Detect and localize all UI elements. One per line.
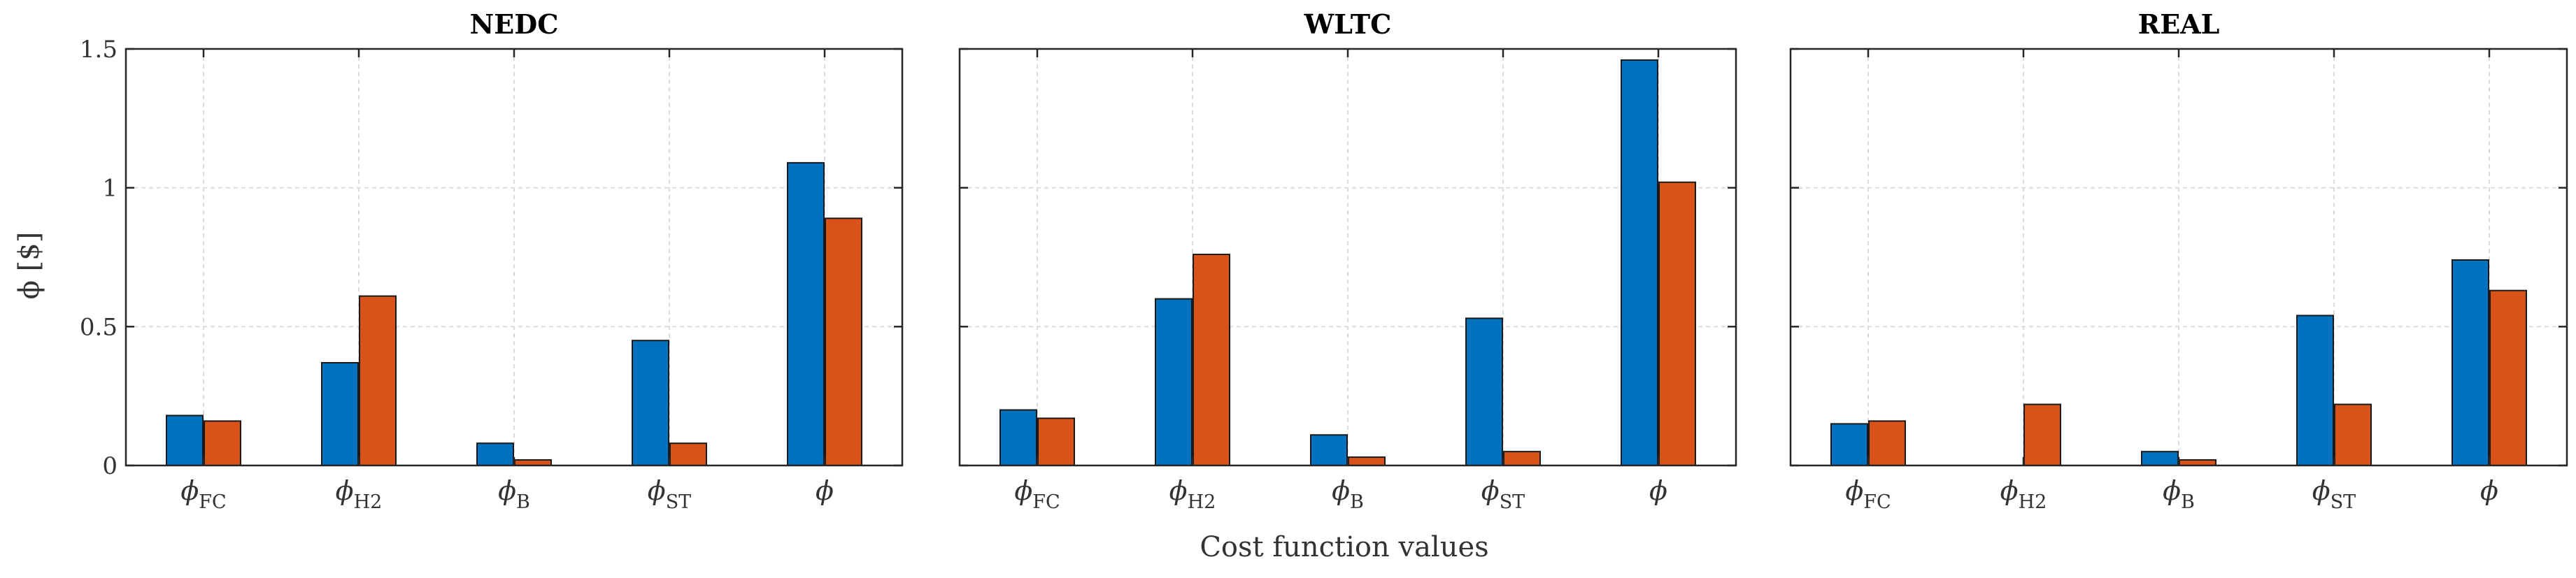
bar-real-s1-c4 xyxy=(2296,315,2334,466)
x-tick-label: ϕH2 xyxy=(336,475,383,513)
bar-nedc-s1-c5 xyxy=(787,161,825,466)
panel-real: ϕFC ϕH2 ϕB ϕST ϕ REAL xyxy=(1789,8,2568,513)
bar-wltc-s2-c3 xyxy=(1348,456,1386,467)
x-tick-label: ϕST xyxy=(2312,475,2356,513)
bar-real-s2-c4 xyxy=(2334,403,2372,466)
panel-nedc: 0 0.5 1 1.5 ϕFC ϕH2 ϕB ϕST ϕ NEDC xyxy=(80,8,904,513)
x-tick-label: ϕST xyxy=(1481,475,1525,513)
bar-wltc-s2-c2 xyxy=(1193,254,1230,466)
x-tick-label: ϕH2 xyxy=(1169,475,1216,513)
bar-nedc-s1-c4 xyxy=(632,340,669,467)
y-axis-label: ϕ [$] xyxy=(13,232,45,300)
x-tick-label: ϕFC xyxy=(1845,475,1891,513)
bar-wltc-s1-c4 xyxy=(1465,317,1503,466)
x-tick-label: ϕ xyxy=(816,475,834,506)
bar-nedc-s2-c5 xyxy=(825,217,862,466)
bar-real-s2-c1 xyxy=(1868,420,1906,467)
x-tick-label: ϕST xyxy=(648,475,691,513)
bar-real-s2-c2 xyxy=(2023,403,2061,466)
bar-wltc-s1-c1 xyxy=(999,409,1037,466)
x-tick-label: ϕB xyxy=(1332,475,1364,513)
x-tick-label: ϕ xyxy=(1649,475,1667,506)
bar-real-s1-c3 xyxy=(2141,451,2179,467)
bar-nedc-s1-c1 xyxy=(166,414,204,466)
bar-nedc-s1-c2 xyxy=(321,361,359,467)
bar-wltc-s2-c4 xyxy=(1503,451,1541,467)
x-tick-label: ϕH2 xyxy=(2000,475,2047,513)
x-tick-label: ϕB xyxy=(498,475,530,513)
y-tick-label: 0.5 xyxy=(80,313,118,341)
bar-wltc-s2-c5 xyxy=(1658,181,1696,466)
y-tick-label: 1.5 xyxy=(80,36,118,64)
bar-real-s1-c5 xyxy=(2452,259,2489,466)
bar-nedc-s2-c1 xyxy=(204,420,241,467)
panels: 0 0.5 1 1.5 ϕFC ϕH2 ϕB ϕST ϕ NEDC ϕFC ϕH2 ϕB ϕST ϕ WLTC… xyxy=(80,8,2568,513)
y-tick-label: 0 xyxy=(102,452,118,480)
bar-real-s2-c5 xyxy=(2489,289,2527,466)
panel-title: REAL xyxy=(2138,8,2220,40)
panel-title: NEDC xyxy=(470,8,559,40)
bar-real-s1-c1 xyxy=(1830,423,1868,467)
panel-wltc: ϕFC ϕH2 ϕB ϕST ϕ WLTC xyxy=(958,8,1737,513)
x-axis-label: Cost function values xyxy=(1200,531,1488,563)
bar-wltc-s1-c5 xyxy=(1621,59,1658,467)
bar-nedc-s2-c4 xyxy=(669,442,707,466)
x-tick-label: ϕB xyxy=(2163,475,2195,513)
panel-title: WLTC xyxy=(1304,8,1392,40)
x-tick-label: ϕFC xyxy=(180,475,226,513)
x-tick-label: ϕFC xyxy=(1014,475,1060,513)
x-tick-label: ϕ xyxy=(2480,475,2498,506)
bar-wltc-s2-c1 xyxy=(1037,417,1075,466)
bar-nedc-s1-c3 xyxy=(476,442,514,466)
bar-wltc-s1-c2 xyxy=(1155,298,1193,466)
bar-nedc-s2-c2 xyxy=(359,295,397,467)
bar-wltc-s1-c3 xyxy=(1310,434,1348,466)
y-tick-label: 1 xyxy=(102,175,118,203)
